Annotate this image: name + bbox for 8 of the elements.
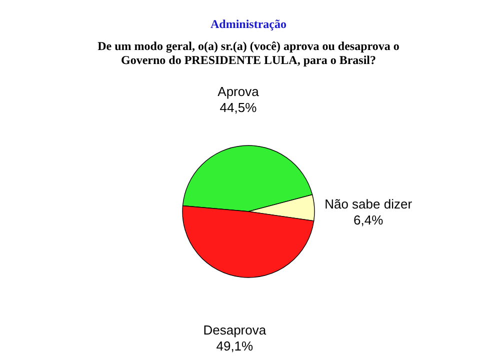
slice-label: Desaprova (203, 322, 267, 338)
chart-title: Administração (210, 17, 286, 31)
slice-label: Aprova (218, 84, 260, 99)
data-label: 6,4% (353, 212, 384, 228)
chart-subtitle: De um modo geral, o(a) sr.(a) (você) aprova ou desaprova o Governo do PRESIDENTE LULA, para o Brasil? (98, 39, 400, 67)
data-label: 49,1% (216, 338, 254, 354)
data-label: 44,5% (220, 100, 258, 115)
slice-label: Não sabe dizer (324, 196, 413, 212)
